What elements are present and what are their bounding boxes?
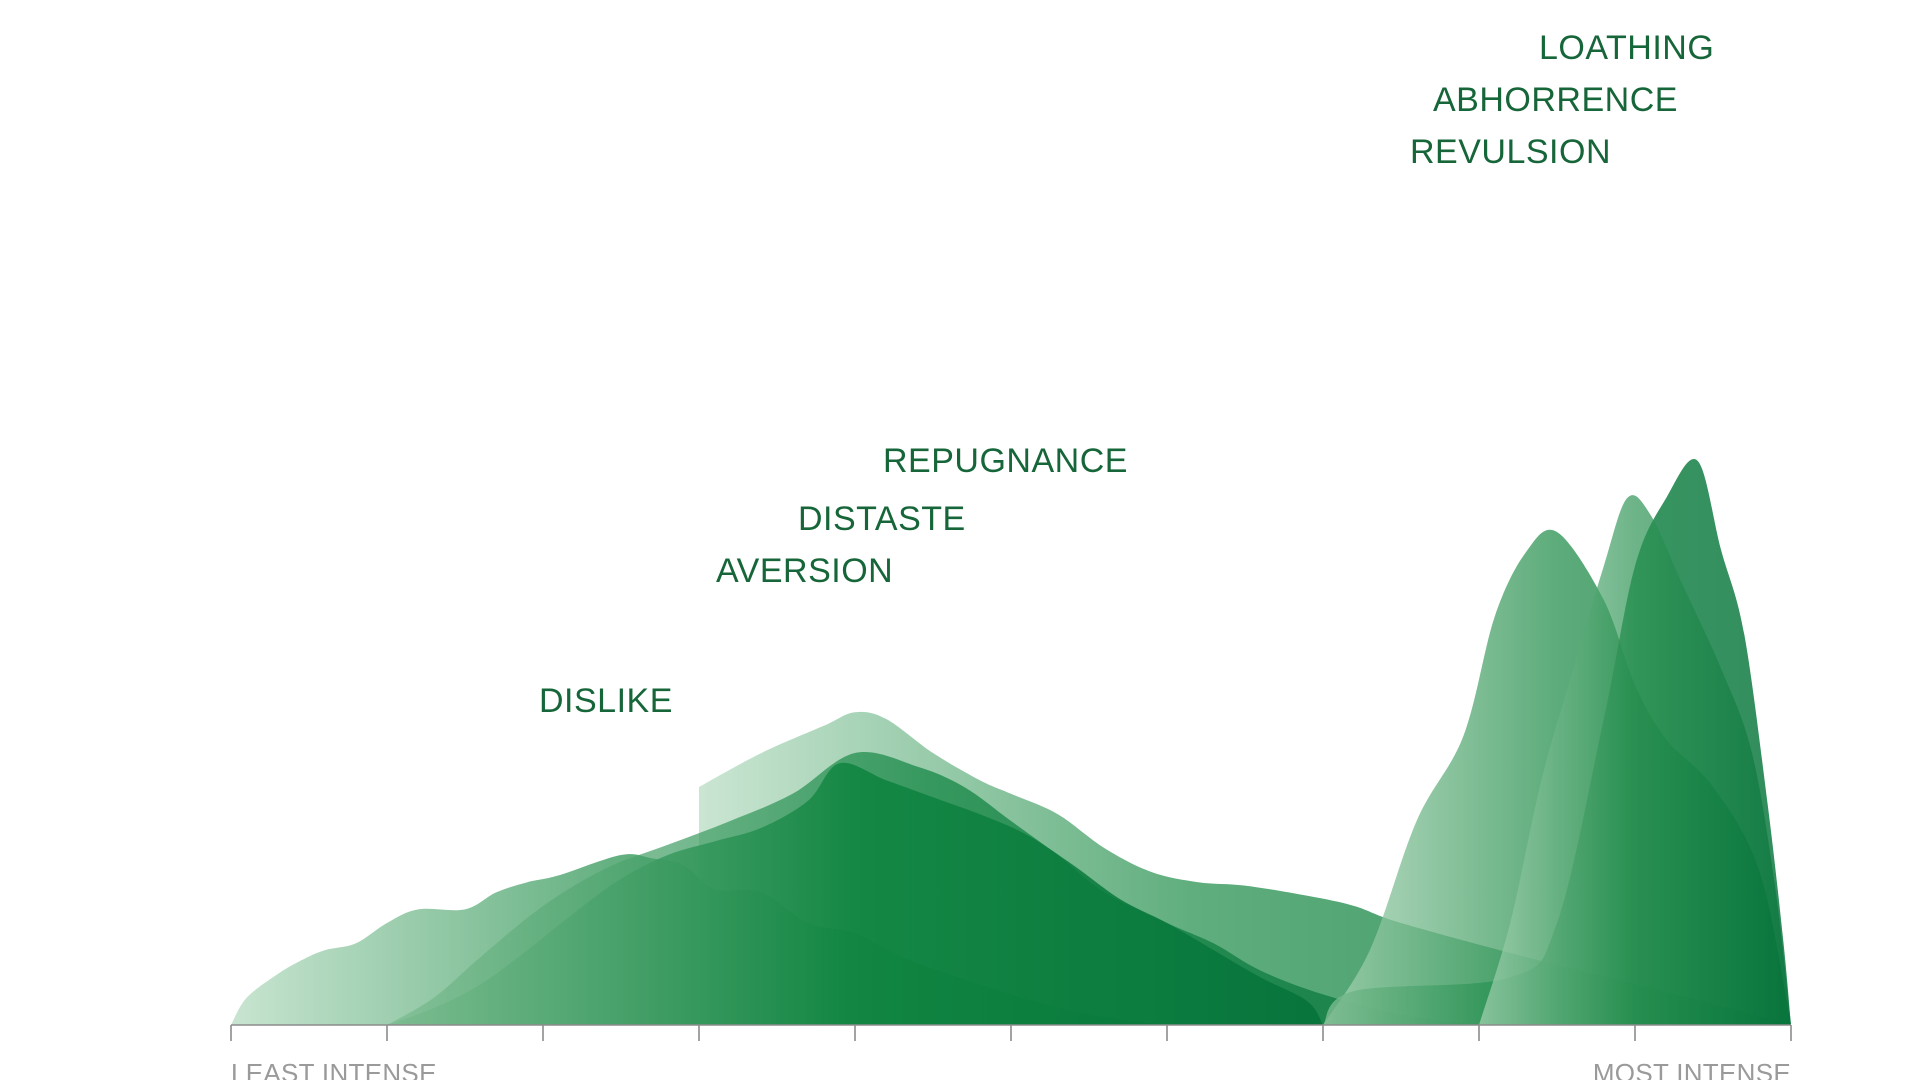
intensity-axis	[230, 1024, 1792, 1041]
label-loathing: LOATHING	[1539, 29, 1714, 67]
area-aversion	[387, 762, 1323, 1025]
least-intense-label: LEAST INTENSE	[231, 1058, 437, 1080]
label-repugnance: REPUGNANCE	[883, 442, 1128, 480]
emotion-areas	[231, 459, 1791, 1026]
label-aversion: AVERSION	[716, 552, 893, 590]
label-dislike: DISLIKE	[539, 682, 673, 720]
area-abhorrence	[1479, 495, 1791, 1026]
label-revulsion: REVULSION	[1410, 133, 1611, 171]
most-intense-label: MOST INTENSE	[1593, 1058, 1791, 1080]
label-abhorrence: ABHORRENCE	[1433, 81, 1678, 119]
label-distaste: DISTASTE	[798, 500, 966, 538]
emotion-labels: DISLIKE AVERSION DISTASTE REPUGNANCE REVULSI…	[539, 29, 1714, 720]
